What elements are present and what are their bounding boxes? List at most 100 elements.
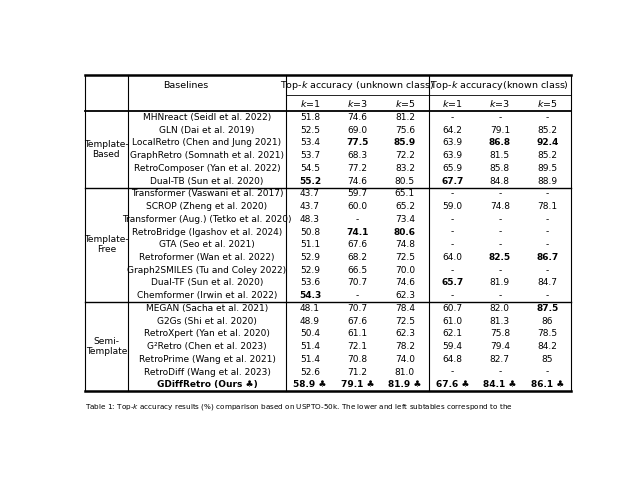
- Text: 71.2: 71.2: [348, 367, 367, 377]
- Text: 50.4: 50.4: [300, 329, 320, 338]
- Text: 80.5: 80.5: [395, 177, 415, 185]
- Text: -: -: [451, 189, 454, 199]
- Text: -: -: [546, 227, 549, 237]
- Text: 53.7: 53.7: [300, 151, 320, 160]
- Text: $k$=3: $k$=3: [490, 98, 510, 109]
- Text: 70.7: 70.7: [348, 279, 367, 287]
- Text: 81.2: 81.2: [395, 113, 415, 122]
- Text: 69.0: 69.0: [348, 126, 367, 135]
- Text: 70.0: 70.0: [395, 266, 415, 275]
- Text: GraphRetro (Somnath et al. 2021): GraphRetro (Somnath et al. 2021): [130, 151, 284, 160]
- Text: RetroComposer (Yan et al. 2022): RetroComposer (Yan et al. 2022): [134, 164, 280, 173]
- Text: -: -: [451, 227, 454, 237]
- Text: -: -: [356, 291, 359, 300]
- Text: 84.2: 84.2: [538, 342, 557, 351]
- Text: GLN (Dai et al. 2019): GLN (Dai et al. 2019): [159, 126, 255, 135]
- Text: -: -: [498, 189, 502, 199]
- Text: 74.6: 74.6: [348, 177, 367, 185]
- Text: Template-
Free: Template- Free: [84, 235, 129, 254]
- Text: 72.1: 72.1: [348, 342, 367, 351]
- Text: 67.6: 67.6: [348, 317, 367, 325]
- Text: 82.5: 82.5: [489, 253, 511, 262]
- Text: 79.1: 79.1: [490, 126, 510, 135]
- Text: Transformer (Aug.) (Tetko et al. 2020): Transformer (Aug.) (Tetko et al. 2020): [122, 215, 292, 224]
- Text: 79.4: 79.4: [490, 342, 510, 351]
- Text: 72.5: 72.5: [395, 317, 415, 325]
- Text: 84.8: 84.8: [490, 177, 510, 185]
- Text: RetroXpert (Yan et al. 2020): RetroXpert (Yan et al. 2020): [144, 329, 270, 338]
- Text: 78.1: 78.1: [537, 202, 557, 211]
- Text: -: -: [356, 215, 359, 224]
- Text: 52.6: 52.6: [300, 367, 320, 377]
- Text: 53.4: 53.4: [300, 139, 320, 147]
- Text: 74.0: 74.0: [395, 355, 415, 364]
- Text: -: -: [451, 367, 454, 377]
- Text: RetroPrime (Wang et al. 2021): RetroPrime (Wang et al. 2021): [138, 355, 275, 364]
- Text: 58.9 ♣: 58.9 ♣: [293, 380, 326, 389]
- Text: $k$=1: $k$=1: [442, 98, 463, 109]
- Text: LocalRetro (Chen and Jung 2021): LocalRetro (Chen and Jung 2021): [132, 139, 282, 147]
- Text: 54.3: 54.3: [299, 291, 321, 300]
- Text: -: -: [451, 240, 454, 249]
- Text: 77.5: 77.5: [346, 139, 369, 147]
- Text: Graph2SMILES (Tu and Coley 2022): Graph2SMILES (Tu and Coley 2022): [127, 266, 287, 275]
- Text: 83.2: 83.2: [395, 164, 415, 173]
- Text: 66.5: 66.5: [348, 266, 367, 275]
- Text: 85.8: 85.8: [490, 164, 510, 173]
- Text: G2Gs (Shi et al. 2020): G2Gs (Shi et al. 2020): [157, 317, 257, 325]
- Text: 81.9 ♣: 81.9 ♣: [388, 380, 422, 389]
- Text: 43.7: 43.7: [300, 189, 320, 199]
- Text: 43.7: 43.7: [300, 202, 320, 211]
- Text: 92.4: 92.4: [536, 139, 559, 147]
- Text: 52.9: 52.9: [300, 253, 320, 262]
- Text: 48.1: 48.1: [300, 304, 320, 313]
- Text: 81.3: 81.3: [490, 317, 510, 325]
- Text: 72.5: 72.5: [395, 253, 415, 262]
- Text: 74.8: 74.8: [490, 202, 510, 211]
- Text: 48.9: 48.9: [300, 317, 320, 325]
- Text: 50.8: 50.8: [300, 227, 320, 237]
- Text: 88.9: 88.9: [537, 177, 557, 185]
- Text: 59.0: 59.0: [442, 202, 463, 211]
- Text: 77.2: 77.2: [348, 164, 367, 173]
- Text: 62.3: 62.3: [395, 291, 415, 300]
- Text: 62.1: 62.1: [442, 329, 462, 338]
- Text: Top-$k$ accuracy(known class): Top-$k$ accuracy(known class): [430, 79, 569, 92]
- Text: 65.1: 65.1: [395, 189, 415, 199]
- Text: 85.2: 85.2: [538, 151, 557, 160]
- Text: -: -: [498, 367, 502, 377]
- Text: 59.7: 59.7: [348, 189, 367, 199]
- Text: $k$=5: $k$=5: [537, 98, 557, 109]
- Text: 61.0: 61.0: [442, 317, 463, 325]
- Text: 51.1: 51.1: [300, 240, 320, 249]
- Text: $k$=1: $k$=1: [300, 98, 320, 109]
- Text: 51.4: 51.4: [300, 342, 320, 351]
- Text: Dual-TF (Sun et al. 2020): Dual-TF (Sun et al. 2020): [151, 279, 263, 287]
- Text: GDiffRetro (Ours ♣): GDiffRetro (Ours ♣): [157, 380, 257, 389]
- Text: 53.6: 53.6: [300, 279, 320, 287]
- Text: 74.8: 74.8: [395, 240, 415, 249]
- Text: Template-
Based: Template- Based: [84, 140, 129, 159]
- Text: -: -: [498, 227, 502, 237]
- Text: 82.7: 82.7: [490, 355, 510, 364]
- Text: Chemformer (Irwin et al. 2022): Chemformer (Irwin et al. 2022): [137, 291, 277, 300]
- Text: -: -: [451, 291, 454, 300]
- Text: 85.2: 85.2: [538, 126, 557, 135]
- Text: G²Retro (Chen et al. 2023): G²Retro (Chen et al. 2023): [147, 342, 267, 351]
- Text: 52.5: 52.5: [300, 126, 320, 135]
- Text: -: -: [451, 215, 454, 224]
- Text: -: -: [498, 113, 502, 122]
- Text: 86.1 ♣: 86.1 ♣: [531, 380, 564, 389]
- Text: RetroBridge (Igashov et al. 2024): RetroBridge (Igashov et al. 2024): [132, 227, 282, 237]
- Text: 79.1 ♣: 79.1 ♣: [340, 380, 374, 389]
- Text: 72.2: 72.2: [395, 151, 415, 160]
- Text: -: -: [546, 367, 549, 377]
- Text: -: -: [546, 113, 549, 122]
- Text: 81.0: 81.0: [395, 367, 415, 377]
- Text: 70.8: 70.8: [348, 355, 367, 364]
- Text: 54.5: 54.5: [300, 164, 320, 173]
- Text: 65.9: 65.9: [442, 164, 463, 173]
- Text: $k$=5: $k$=5: [395, 98, 415, 109]
- Text: 81.9: 81.9: [490, 279, 510, 287]
- Text: 86.8: 86.8: [489, 139, 511, 147]
